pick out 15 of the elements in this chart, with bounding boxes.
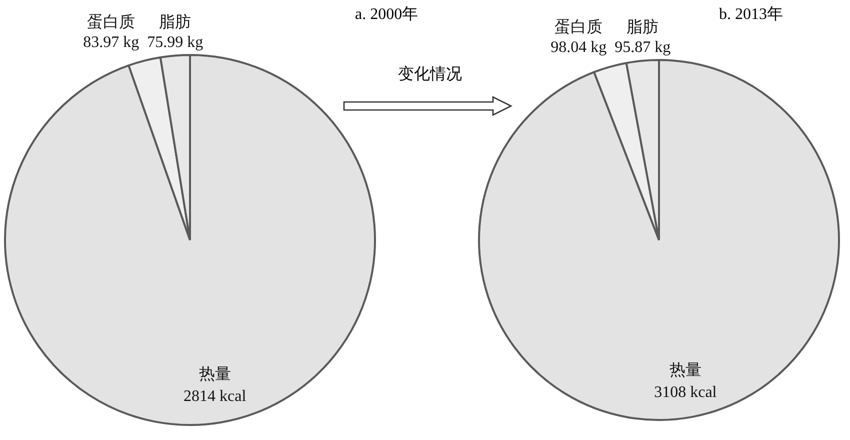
- data-label: 75.99 kg: [147, 34, 204, 52]
- slice-label: 蛋白质: [87, 13, 136, 32]
- slice-label: 热量: [198, 366, 231, 384]
- text: 变化情况: [397, 64, 463, 85]
- slice-label: 脂肪: [626, 18, 659, 36]
- slice-label: 脂肪: [159, 13, 192, 32]
- chart-title: b. 2013年: [719, 5, 783, 25]
- data-label: 98.04 kg: [550, 39, 607, 56]
- data-label: 95.87 kg: [614, 39, 671, 56]
- data-label: 2814 kcal: [184, 388, 247, 406]
- data-label: 83.97 kg: [83, 34, 140, 52]
- slice-label: 蛋白质: [554, 18, 603, 36]
- slice-label: 热量: [669, 362, 702, 379]
- data-label: 3108 kcal: [654, 384, 718, 401]
- chart-title: a. 2000年: [355, 5, 418, 25]
